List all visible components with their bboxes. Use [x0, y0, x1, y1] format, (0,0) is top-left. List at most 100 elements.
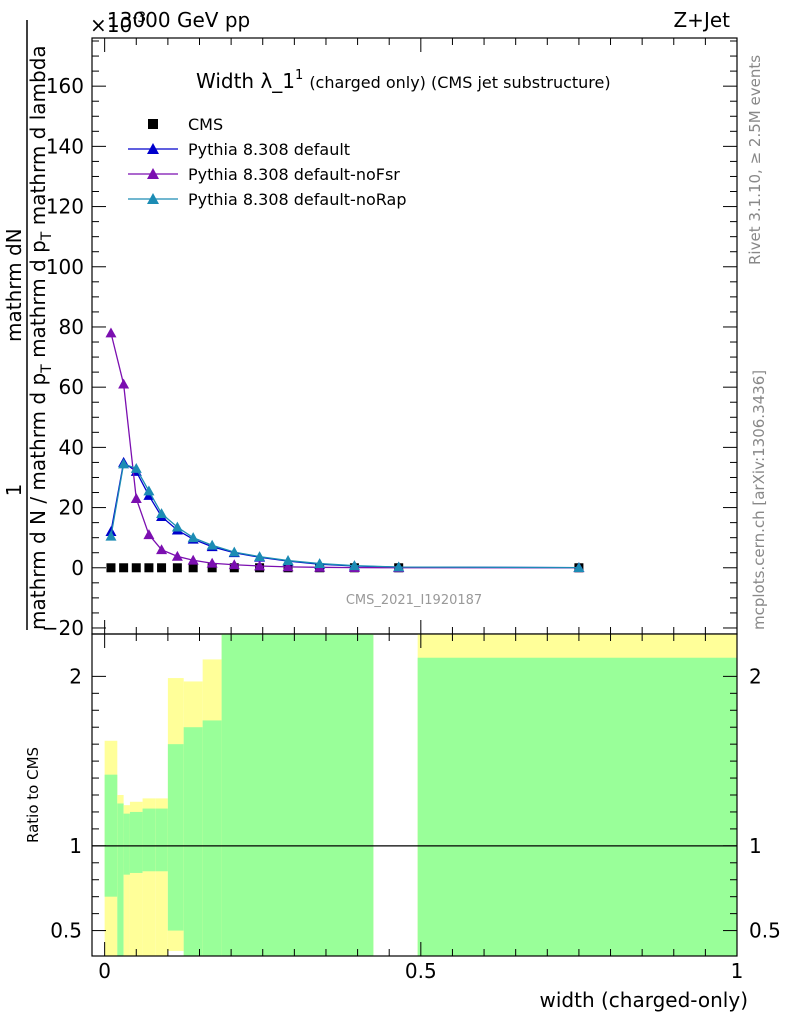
main-y-tick-label: 40: [59, 435, 84, 459]
data-point: [573, 562, 585, 573]
ratio-y-tick-label-right: 2: [749, 664, 762, 688]
data-point: [228, 546, 240, 557]
data-point: [254, 560, 266, 571]
y-label-numerator: mathrm dN: [2, 228, 26, 342]
ratio-band-green: [221, 634, 374, 956]
plot-title: Width λ_11 (charged only) (CMS jet substr…: [196, 68, 611, 93]
data-point: [118, 458, 130, 469]
legend: CMS Pythia 8.308 default Pythia 8.308 defa…: [128, 115, 406, 209]
data-point: [207, 563, 217, 573]
data-point: [157, 563, 167, 573]
ratio-band-green: [123, 813, 130, 875]
legend-item: Pythia 8.308 default: [128, 140, 350, 159]
mcplots-label: mcplots.cern.ch [arXiv:1306.3436]: [750, 370, 768, 630]
main-y-tick-label: 60: [59, 375, 84, 399]
process-label: Z+Jet: [673, 8, 730, 32]
ratio-axes: 0.5 0.51 12 20 0.5 1: [50, 634, 781, 983]
data-point: [188, 563, 198, 573]
data-point: [130, 462, 142, 473]
legend-item: Pythia 8.308 default-noFsr: [128, 165, 400, 184]
data-point: [393, 561, 405, 572]
main-y-tick-label: 20: [59, 496, 84, 520]
legend-label: CMS: [188, 115, 223, 134]
data-point: [143, 485, 155, 496]
main-y-axis-label: 1 mathrm d N / mathrm d pT mathrm d pT m…: [2, 20, 55, 630]
data-point: [105, 530, 117, 541]
main-series-layer: [105, 327, 585, 573]
ratio-y-tick-label: 1: [69, 834, 82, 858]
rivet-label: Rivet 3.1.10, ≥ 2.5M events: [746, 55, 764, 265]
data-point: [206, 557, 218, 568]
series-2: [105, 327, 585, 573]
data-point: [156, 544, 168, 555]
data-point: [131, 563, 141, 573]
data-point: [282, 555, 294, 565]
ratio-band-green: [183, 727, 203, 956]
ratio-band-green: [202, 720, 222, 956]
ratio-band-green: [129, 811, 143, 873]
legend-marker: [148, 119, 158, 129]
data-point: [172, 563, 182, 573]
data-point: [187, 532, 199, 543]
x-tick-label: 1: [731, 959, 744, 983]
main-y-tick-label: 0: [71, 556, 84, 580]
x-axis-label: width (charged-only): [540, 988, 748, 1012]
main-y-tick-label: 100: [46, 255, 84, 279]
ratio-y-tick-label-right: 0.5: [749, 919, 781, 943]
exponent-label: ×10-3: [90, 10, 146, 37]
y-label-one: 1: [2, 484, 26, 497]
main-y-tick-label: 140: [46, 134, 84, 158]
series-line: [110, 463, 579, 569]
main-y-axis: −20 0 20 40 60 80 100 120 140 160: [42, 38, 738, 640]
ratio-band-green: [155, 808, 168, 872]
data-point: [282, 561, 294, 572]
x-tick-label: 0: [98, 959, 111, 983]
series-3: [105, 458, 585, 573]
legend-marker: [147, 168, 159, 179]
data-point: [118, 378, 130, 389]
data-point: [206, 539, 218, 550]
ratio-y-tick-label: 0.5: [50, 919, 82, 943]
ratio-band-green: [104, 774, 118, 897]
ratio-band-green: [417, 657, 737, 956]
data-point: [156, 508, 168, 518]
data-point: [314, 558, 326, 568]
data-point: [106, 563, 116, 573]
main-y-tick-label: 80: [59, 315, 84, 339]
ratio-y-label: Ratio to CMS: [24, 747, 42, 843]
legend-marker: [147, 193, 159, 204]
ratio-y-tick-label: 2: [69, 664, 82, 688]
series-line: [110, 461, 579, 569]
ratio-band-green: [117, 803, 124, 956]
ratio-bands-layer: [104, 634, 737, 956]
data-point: [143, 529, 155, 540]
legend-item: CMS: [148, 115, 223, 134]
data-point: [228, 559, 240, 570]
data-point: [348, 560, 360, 571]
analysis-watermark: CMS_2021_I1920187: [346, 593, 482, 608]
data-point: [105, 327, 117, 338]
energy-label: 13000 GeV pp: [107, 8, 250, 32]
data-point: [130, 493, 142, 503]
legend-label: Pythia 8.308 default: [188, 140, 350, 159]
data-point: [119, 563, 129, 573]
legend-item: Pythia 8.308 default-noRap: [128, 190, 406, 209]
data-point: [171, 521, 183, 532]
legend-label: Pythia 8.308 default-noFsr: [188, 165, 400, 184]
x-tick-label: 0.5: [405, 959, 437, 983]
legend-label: Pythia 8.308 default-noRap: [188, 190, 406, 209]
main-y-tick-label: 160: [46, 74, 84, 98]
ratio-y-tick-label-right: 1: [749, 834, 762, 858]
main-y-tick-label: −20: [42, 616, 84, 640]
ratio-band-green: [142, 808, 156, 872]
main-y-tick-label: 120: [46, 195, 84, 219]
legend-marker: [147, 143, 159, 154]
data-point: [144, 563, 154, 573]
y-label-denominator: mathrm d N / mathrm d pT mathrm d pT mat…: [26, 45, 55, 630]
ratio-band-yellow: [123, 805, 130, 956]
data-point: [187, 554, 199, 565]
data-point: [171, 550, 183, 561]
data-point: [254, 551, 266, 562]
ratio-band-green: [167, 744, 184, 931]
